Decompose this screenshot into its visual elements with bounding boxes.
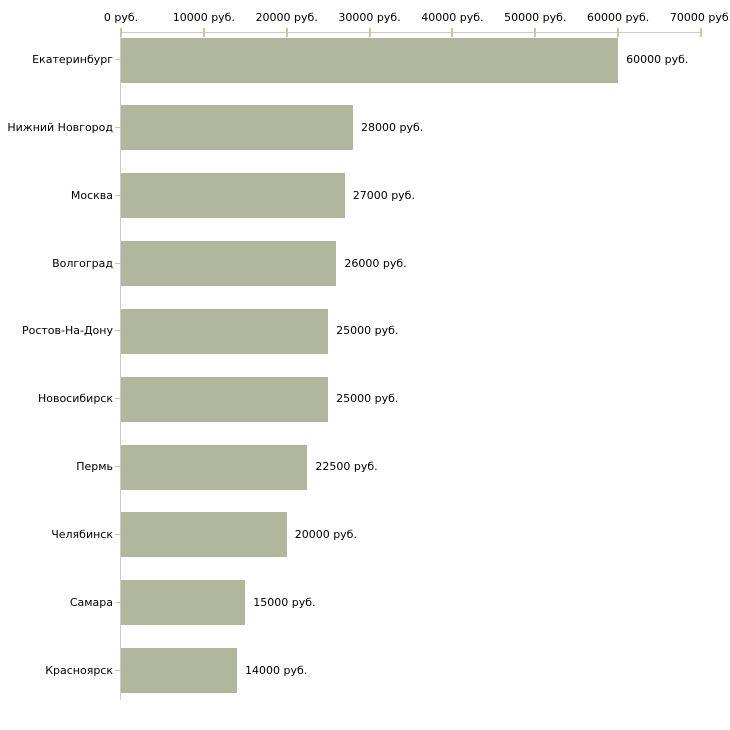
category-label: Екатеринбург	[32, 53, 113, 66]
x-tick-mark	[617, 28, 620, 37]
bar	[121, 376, 329, 422]
bar-value-label: 25000 руб.	[336, 392, 399, 406]
bar	[121, 173, 345, 219]
bar	[121, 444, 308, 490]
bar	[121, 648, 237, 694]
category-label: Волгоград	[52, 256, 113, 270]
y-axis-line	[120, 32, 121, 700]
y-tick-mark	[115, 59, 121, 60]
y-tick-mark	[115, 533, 121, 535]
category-label: Самара	[69, 595, 113, 609]
y-tick-mark	[115, 466, 121, 468]
y-tick-mark	[115, 194, 121, 196]
x-tick-label: 30000 руб.	[338, 11, 401, 24]
y-tick-mark	[115, 601, 121, 603]
x-tick-label: 40000 руб.	[421, 11, 484, 24]
x-tick-label: 70000 руб.	[669, 11, 730, 24]
x-tick-label: 0 руб.	[103, 11, 139, 24]
x-tick-mark	[700, 28, 702, 37]
bar	[121, 580, 246, 626]
bar	[121, 105, 353, 151]
x-tick-mark	[285, 28, 288, 37]
x-tick-mark	[202, 28, 205, 37]
category-label: Красноярск	[45, 663, 113, 677]
bar	[121, 241, 337, 287]
bar	[121, 308, 329, 354]
bar-value-label: 27000 руб.	[352, 188, 415, 202]
category-label: Пермь	[76, 460, 113, 474]
x-tick-mark	[368, 28, 371, 37]
bar	[121, 512, 287, 558]
y-tick-mark	[115, 330, 121, 332]
x-tick-label: 10000 руб.	[172, 11, 235, 24]
category-label: Нижний Новгород	[7, 120, 113, 134]
y-tick-mark	[115, 669, 121, 671]
category-label: Челябинск	[51, 527, 113, 541]
bar-value-label: 15000 руб.	[253, 595, 316, 609]
bar-value-label: 26000 руб.	[344, 256, 407, 270]
bar	[121, 37, 619, 83]
x-tick-label: 50000 руб.	[504, 11, 567, 24]
category-label: Ростов-На-Дону	[21, 324, 113, 338]
y-tick-mark	[115, 262, 121, 264]
bar-value-label: 22500 руб.	[315, 460, 378, 474]
category-label: Новосибирск	[37, 392, 113, 406]
x-tick-mark	[451, 28, 454, 37]
category-label: Москва	[70, 188, 113, 202]
x-tick-label: 60000 руб.	[587, 11, 650, 24]
y-tick-mark	[115, 126, 121, 128]
bar-value-label: 20000 руб.	[294, 527, 357, 541]
bar-value-label: 28000 руб.	[361, 120, 424, 134]
x-tick-label: 20000 руб.	[255, 11, 318, 24]
bar-value-label: 14000 руб.	[245, 663, 308, 677]
bar-value-label: 60000 руб.	[626, 53, 689, 66]
y-tick-mark	[115, 398, 121, 400]
x-axis-line	[121, 32, 701, 33]
x-tick-mark	[534, 28, 537, 37]
bar-value-label: 25000 руб.	[336, 324, 399, 338]
x-tick-mark	[120, 28, 122, 37]
